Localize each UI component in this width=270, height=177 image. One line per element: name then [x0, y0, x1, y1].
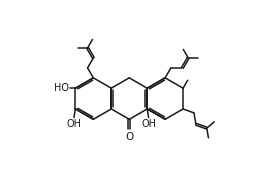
Text: O: O	[125, 132, 133, 142]
Text: HO: HO	[54, 83, 69, 93]
Text: OH: OH	[66, 119, 82, 129]
Text: OH: OH	[141, 119, 156, 129]
